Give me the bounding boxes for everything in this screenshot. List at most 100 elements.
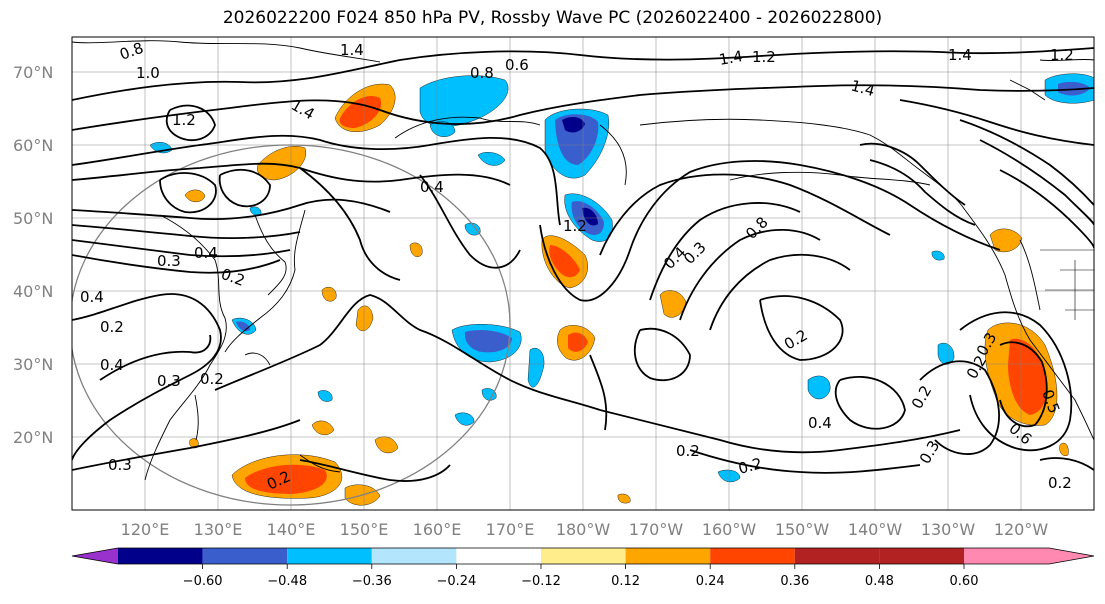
colorbar-label: −0.24 [436,574,476,589]
colorbar-segment [794,548,880,564]
lat-label: 40°N [13,282,53,301]
contour-label: 0.2 [100,318,124,336]
colorbar-ticks [202,564,965,569]
contour-label: 0.4 [420,178,444,196]
lon-label: 160°W [702,520,757,539]
borders [1040,249,1094,320]
colorbar-label: 0.36 [780,574,809,589]
lon-label: 130°W [921,520,976,539]
latitude-labels: 70°N 60°N 50°N 40°N 30°N 20°N [13,63,53,447]
shade-positive-strong [1008,338,1047,415]
colorbar-extend-low [72,548,118,564]
shade-positive [311,420,335,436]
shade-positive-strong [549,245,580,278]
colorbar-label: −0.36 [352,574,392,589]
shade-negative [527,347,545,388]
shade-positive [989,228,1023,253]
colorbar-segment [625,548,711,564]
pv-contours [72,47,1094,482]
contour-label: 1.2 [752,48,776,66]
shade-negative [454,412,475,426]
lon-label: 140°E [267,520,316,539]
colorbar-label: 0.60 [950,574,979,589]
contour-label: 0.2 [200,370,224,388]
lat-label: 30°N [13,355,53,374]
colorbar-extend-high [1049,548,1094,564]
lon-label: 150°E [340,520,389,539]
colorbar-label: −0.12 [521,574,561,589]
contour-label: 0.3 [108,456,132,474]
coastlines [72,40,1094,481]
contour-label: 0.3 [157,252,181,270]
colorbar-segment [371,548,457,564]
contour-label: 0.4 [194,244,218,262]
gridlines [72,37,1094,510]
shade-negative [937,342,955,365]
lat-label: 70°N [13,63,53,82]
contour-label: 0.2 [676,442,700,460]
shade-negative [429,121,456,137]
lon-label: 120°W [994,520,1049,539]
colorbar-segment [456,548,541,564]
map-title: 2026022200 F024 850 hPa PV, Rossby Wave … [222,8,883,28]
contour-label: 1.2 [172,111,196,129]
contour-label: 1.0 [136,64,160,82]
shade-negative [317,390,333,402]
contour-label: 1.4 [718,47,745,69]
longitude-labels: 120°E 130°E 140°E 150°E 160°E 170°E 180°… [121,520,1049,539]
contour-label: 1.4 [340,41,364,59]
lon-label: 140°W [848,520,903,539]
shade-negative [931,250,945,261]
colorbar-label: −0.60 [183,574,223,589]
shade-positive-strong [339,96,382,128]
shade-negative-strong [464,330,512,353]
contour-label: 0.4 [808,414,832,432]
shade-negative-strongest [562,116,585,133]
shade-positive [184,189,206,203]
shade-positive-strong [245,464,327,494]
contour-label: 0.8 [470,64,494,82]
lat-label: 20°N [13,428,53,447]
lon-label: 120°E [121,520,170,539]
contour-label: 0.4 [100,356,124,374]
shade-positive [1059,442,1069,456]
shade-negative [481,388,497,401]
radius-circle [72,144,511,506]
colorbar-segment [202,548,288,564]
shaded-anomalies [149,73,1094,506]
shade-positive [409,242,423,257]
colorbar-segment [710,548,795,564]
lon-label: 150°W [775,520,830,539]
colorbar-label: 0.48 [865,574,894,589]
lon-label: 160°E [413,520,462,539]
map-frame [71,36,1095,511]
contour-label: 1.4 [948,46,972,64]
contour-label: 0.4 [80,288,104,306]
contour-label: 0.2 [1048,474,1072,492]
shade-negative [807,375,831,400]
colorbar-segment [287,548,372,564]
colorbar-segment [964,548,1049,564]
colorbar: −0.60 −0.48 −0.36 −0.24 −0.12 0.12 0.24 … [71,547,1095,589]
contour-label: 0.2 [736,454,764,478]
colorbar-segment [541,548,626,564]
contour-label: 1.4 [849,76,877,100]
colorbar-label: 0.24 [696,574,725,589]
contour-label: 1.2 [563,217,587,235]
colorbar-label: −0.48 [267,574,307,589]
contour-label: 0.3 [157,372,181,390]
shade-negative-strongest [582,207,598,226]
lon-label: 170°W [629,520,684,539]
colorbar-label: 0.12 [611,574,640,589]
lat-label: 60°N [13,136,53,155]
lat-label: 50°N [13,209,53,228]
lon-label: 170°E [486,520,535,539]
colorbar-segment [118,548,203,564]
colorbar-segment [879,548,964,564]
shade-negative [477,152,506,166]
lon-label: 130°E [194,520,243,539]
lon-label: 180°W [556,520,611,539]
contour-label: 0.6 [505,56,529,74]
shade-positive [617,493,631,504]
